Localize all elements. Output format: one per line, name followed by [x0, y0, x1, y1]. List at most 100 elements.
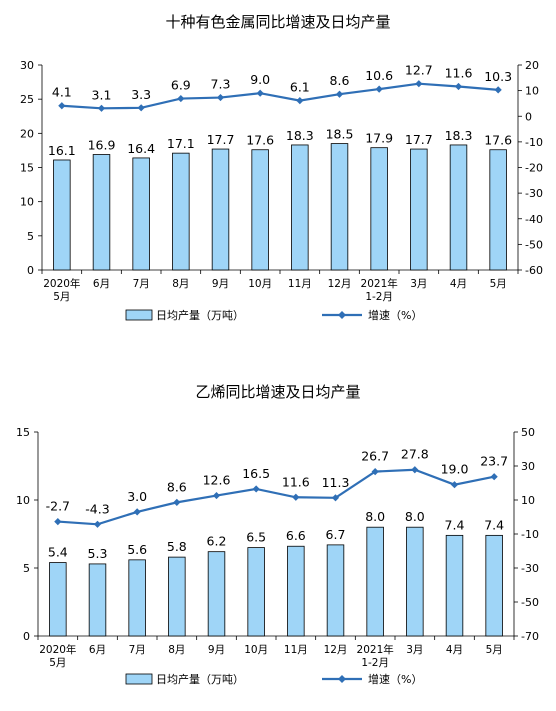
- line-point-marker: [296, 97, 304, 105]
- growth-line: [57, 468, 495, 526]
- bar: [326, 544, 345, 637]
- bar-value-label: 7.4: [484, 517, 504, 532]
- x-tick-label: 11月: [288, 278, 312, 290]
- legend-bar-swatch: [125, 309, 153, 321]
- bar-value-label: 16.1: [48, 143, 76, 158]
- chart-svg: 十种有色金属同比增速及日均产量 0 5 10 15 20 25 30 -60 -50 -40 -30 -…: [20, 13, 543, 322]
- chart-svg: 乙烯同比增速及日均产量 0 5 10 15 -70 -50 -30 -10 10 30 50 2020年…: [16, 383, 539, 686]
- right-tick-label: -60: [525, 264, 543, 277]
- line-point-marker: [133, 508, 141, 516]
- x-tick-label: 2021年: [357, 643, 394, 656]
- bar: [207, 551, 226, 637]
- bar-value-label: 17.7: [405, 132, 433, 147]
- right-tick-label: 50: [521, 426, 535, 439]
- bar: [485, 534, 503, 637]
- line-value-label: 6.1: [290, 80, 310, 95]
- bar: [211, 148, 230, 271]
- bar-value-label: 6.5: [246, 530, 266, 545]
- line-point-marker: [454, 82, 463, 91]
- line-value-label: -2.7: [46, 499, 70, 514]
- bar-value-label: 6.2: [207, 534, 227, 549]
- line-point-marker: [97, 104, 106, 112]
- line-value-label: 10.3: [484, 69, 512, 84]
- bar: [53, 159, 71, 271]
- line-value-label: -4.3: [85, 501, 109, 516]
- left-tick-label: 5: [23, 562, 30, 575]
- line-point-marker: [137, 104, 145, 112]
- x-tick-label: 12月: [328, 278, 352, 290]
- right-tick-label: -50: [525, 238, 543, 251]
- bar: [88, 563, 107, 637]
- line-value-label: 23.7: [480, 454, 508, 469]
- bar: [449, 144, 468, 271]
- chart-ethylene: 乙烯同比增速及日均产量 0 5 10 15 -70 -50 -30 -10 10 30 50 2020年…: [0, 370, 556, 711]
- left-tick-label: 10: [20, 196, 34, 209]
- line-point-marker: [494, 86, 502, 94]
- line-point-marker: [450, 481, 459, 489]
- legend-line-label: 增速（%）: [368, 672, 422, 686]
- x-tick-label: 3月: [406, 644, 423, 656]
- bar-value-label: 5.6: [127, 542, 147, 557]
- right-tick-label: -40: [525, 213, 543, 226]
- right-tick-label: 10: [525, 85, 539, 98]
- bar: [49, 562, 67, 637]
- x-tick-label: 2021年: [361, 277, 398, 290]
- bar: [168, 556, 186, 637]
- line-point-marker: [490, 473, 498, 481]
- right-tick-label: -10: [521, 528, 539, 541]
- line-value-label: 26.7: [361, 449, 389, 464]
- x-tick-label: 10月: [248, 278, 272, 290]
- line-point-marker: [335, 90, 344, 98]
- x-tick-label: 12月: [324, 644, 348, 656]
- bar-value-label: 17.6: [484, 133, 512, 148]
- growth-line: [61, 82, 499, 110]
- right-tick-label: 30: [521, 460, 535, 473]
- x-tick-label: 5月: [49, 657, 66, 669]
- line-point-marker: [256, 89, 264, 97]
- line-point-marker: [415, 80, 423, 88]
- bar-value-label: 16.4: [127, 141, 155, 156]
- x-tick-label: 1-2月: [365, 291, 393, 303]
- x-tick-label: 7月: [129, 644, 146, 656]
- left-tick-label: 15: [20, 162, 34, 175]
- line-value-label: 11.6: [282, 474, 310, 489]
- x-tick-label: 4月: [450, 278, 467, 290]
- line-value-label: 3.3: [131, 87, 151, 102]
- line-value-label: 27.8: [401, 447, 429, 462]
- legend-line-label: 增速（%）: [368, 308, 422, 322]
- right-tick-label: -70: [521, 630, 539, 643]
- bar: [132, 157, 150, 271]
- bar-value-label: 16.9: [88, 138, 116, 153]
- line-value-label: 19.0: [441, 462, 469, 477]
- bar: [489, 149, 507, 271]
- bar-value-label: 8.0: [405, 509, 425, 524]
- line-point-marker: [216, 93, 225, 102]
- line-value-label: 11.3: [322, 475, 350, 490]
- right-tick-label: -50: [521, 596, 539, 609]
- bar: [247, 547, 265, 637]
- line-point-marker: [173, 498, 181, 506]
- x-tick-label: 5月: [486, 644, 503, 656]
- line-point-marker: [375, 85, 383, 93]
- left-tick-label: 5: [27, 230, 34, 243]
- bar: [128, 559, 146, 637]
- bar: [445, 534, 464, 637]
- x-tick-label: 11月: [284, 644, 308, 656]
- line-point-marker: [411, 466, 419, 474]
- right-tick-label: -20: [525, 162, 543, 175]
- bar-value-label: 6.6: [286, 528, 306, 543]
- line-value-label: 8.6: [167, 479, 187, 494]
- x-tick-label: 6月: [93, 278, 110, 290]
- legend-bar-label: 日均产量（万吨）: [156, 308, 244, 322]
- left-tick-label: 20: [20, 127, 34, 140]
- x-tick-label: 7月: [133, 278, 150, 290]
- right-tick-label: 10: [521, 494, 535, 507]
- right-tick-label: 20: [525, 59, 539, 72]
- line-point-marker: [58, 102, 66, 110]
- line-value-label: 16.5: [242, 466, 270, 481]
- bar: [406, 526, 424, 637]
- bar: [172, 152, 190, 271]
- x-tick-label: 3月: [410, 278, 427, 290]
- bar-value-label: 18.3: [445, 128, 473, 143]
- x-tick-label: 6月: [89, 644, 106, 656]
